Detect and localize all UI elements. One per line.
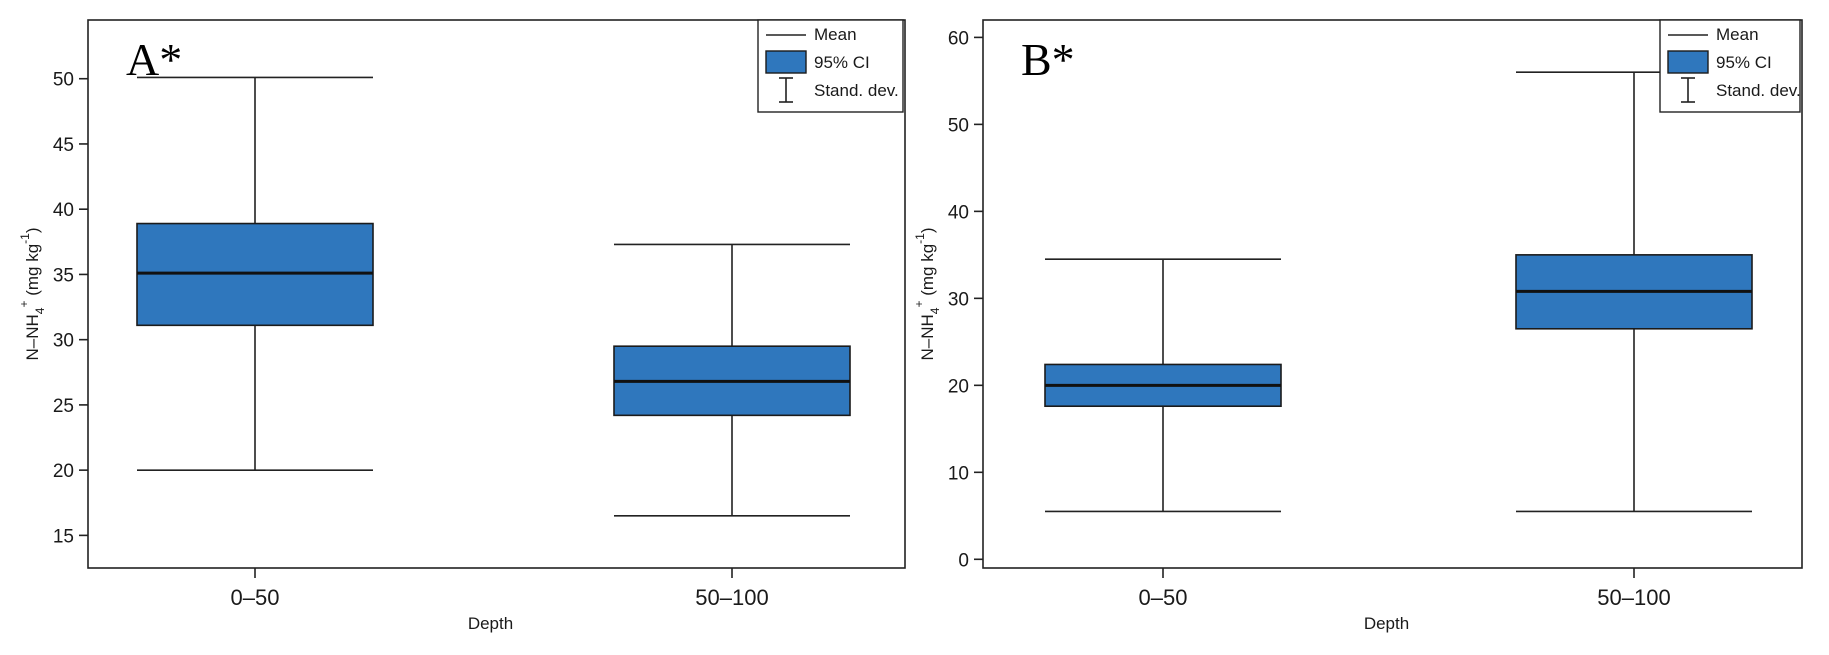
legend-mean-label: Mean (1716, 25, 1759, 44)
y-axis-title-part: N–NH (23, 314, 42, 360)
legend: Mean 95% CI Stand. dev. (1659, 19, 1801, 113)
legend-ci-key (765, 50, 807, 74)
legend-sd-label: Stand. dev. (1716, 81, 1801, 100)
y-axis-title-part: (mg kg (23, 244, 42, 301)
plot-frame (87, 19, 906, 569)
y-tick-label: 40 (53, 200, 74, 221)
y-axis-title-part: ) (23, 227, 42, 233)
y-axis-title-part: -1 (913, 233, 927, 244)
y-axis-title: N–NH4+ (mg kg-1) (17, 227, 47, 360)
box-50-100 (613, 243, 851, 517)
legend: Mean 95% CI Stand. dev. (757, 19, 904, 113)
y-axis-title: N–NH4+ (mg kg-1) (912, 227, 942, 360)
y-tick-label: 30 (53, 331, 74, 352)
legend-sd-label: Stand. dev. (814, 81, 899, 100)
y-tick-label: 15 (53, 526, 74, 547)
y-tick-label: 30 (948, 289, 969, 310)
legend-ci-key (1667, 50, 1709, 74)
x-category-label: 0–50 (231, 585, 280, 610)
y-tick-label: 35 (53, 265, 74, 286)
legend-ci-label: 95% CI (814, 53, 870, 72)
y-tick-label: 0 (958, 550, 969, 571)
x-category-label: 50–100 (695, 585, 768, 610)
y-axis-title-part: 4 (928, 307, 942, 314)
panel-label: A* (126, 34, 182, 85)
y-tick-label: 10 (948, 463, 969, 484)
y-axis-title-part: + (17, 301, 31, 308)
y-tick-label: 60 (948, 28, 969, 49)
panel-a: 15 20 25 30 35 40 45 50 0–50 50–100 A* Depth N–NH4+ … (17, 19, 906, 633)
y-axis-title-part: ) (918, 227, 937, 233)
box-0-50 (1044, 258, 1282, 513)
legend-mean-label: Mean (814, 25, 857, 44)
box-50-100 (1515, 71, 1753, 513)
y-axis-title-part: + (912, 301, 926, 308)
y-tick-label: 20 (948, 376, 969, 397)
y-axis-title-part: (mg kg (918, 244, 937, 301)
x-category-label: 50–100 (1597, 585, 1670, 610)
plot-frame (982, 19, 1803, 569)
box-0-50 (136, 76, 374, 471)
x-axis-title: Depth (1364, 614, 1409, 633)
panel-label: B* (1021, 34, 1075, 85)
y-tick-label: 40 (948, 202, 969, 223)
y-tick-label: 25 (53, 396, 74, 417)
y-axis-title-part: -1 (18, 233, 32, 244)
panel-b: 0 10 20 30 40 50 60 0–50 50–100 B* Depth N–NH4+ (mg… (912, 19, 1803, 633)
y-tick-label: 20 (53, 461, 74, 482)
x-category-label: 0–50 (1139, 585, 1188, 610)
y-tick-label: 50 (948, 115, 969, 136)
y-axis-title-part: 4 (33, 307, 47, 314)
y-tick-label: 45 (53, 135, 74, 156)
x-axis-title: Depth (468, 614, 513, 633)
y-axis-title-part: N–NH (918, 314, 937, 360)
y-tick-label: 50 (53, 70, 74, 91)
legend-ci-label: 95% CI (1716, 53, 1772, 72)
